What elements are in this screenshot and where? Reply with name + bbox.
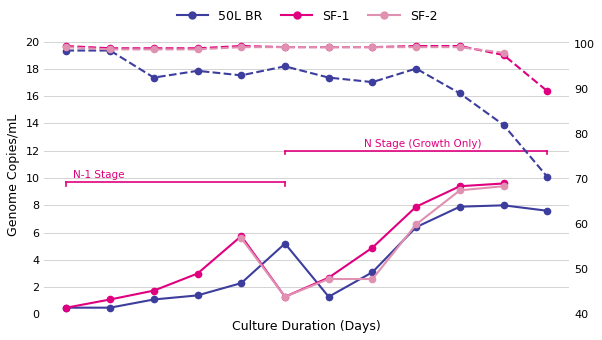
Legend: 50L BR, SF-1, SF-2: 50L BR, SF-1, SF-2 (172, 5, 442, 28)
Text: N-1 Stage: N-1 Stage (73, 170, 125, 180)
X-axis label: Culture Duration (Days): Culture Duration (Days) (232, 320, 381, 333)
Y-axis label: Genome Copies/mL: Genome Copies/mL (7, 114, 20, 236)
Text: N Stage (Growth Only): N Stage (Growth Only) (364, 139, 481, 149)
